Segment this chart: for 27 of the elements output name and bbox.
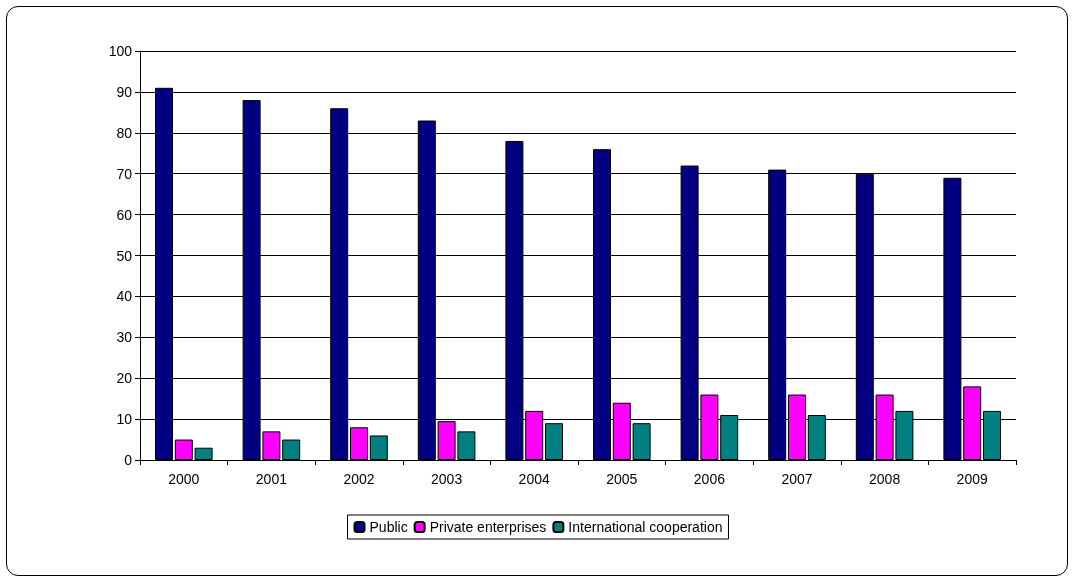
y-tick-label: 60 bbox=[116, 206, 133, 223]
x-tick-label: 2009 bbox=[956, 471, 988, 487]
bar bbox=[369, 435, 388, 460]
x-tick-label: 2005 bbox=[606, 471, 638, 487]
legend-label: Private enterprises bbox=[429, 519, 547, 535]
y-tick-label: 50 bbox=[116, 247, 133, 264]
y-tick-label: 40 bbox=[116, 288, 133, 305]
legend-label: International cooperation bbox=[568, 519, 723, 535]
x-tick-label: 2006 bbox=[693, 471, 726, 487]
bar bbox=[350, 427, 368, 460]
y-tick-label: 70 bbox=[116, 165, 133, 182]
x-tick-label: 2004 bbox=[518, 471, 550, 487]
y-tick-label: 10 bbox=[116, 411, 133, 428]
x-tick-label: 2002 bbox=[343, 471, 375, 487]
legend-label: Public bbox=[369, 519, 408, 535]
x-tick-label: 2007 bbox=[781, 471, 813, 487]
y-tick-label: 90 bbox=[116, 83, 133, 100]
y-tick-label: 80 bbox=[116, 124, 133, 141]
x-tick-label: 2001 bbox=[255, 471, 288, 487]
y-tick-label: 100 bbox=[108, 43, 133, 59]
y-tick-label: 0 bbox=[124, 452, 133, 468]
x-tick-label: 2000 bbox=[168, 471, 200, 487]
bar bbox=[545, 423, 563, 460]
y-tick-label: 30 bbox=[116, 329, 133, 346]
y-tick-label: 20 bbox=[116, 370, 133, 387]
x-tick-label: 2003 bbox=[431, 471, 463, 487]
x-tick-label: 2008 bbox=[869, 471, 901, 487]
